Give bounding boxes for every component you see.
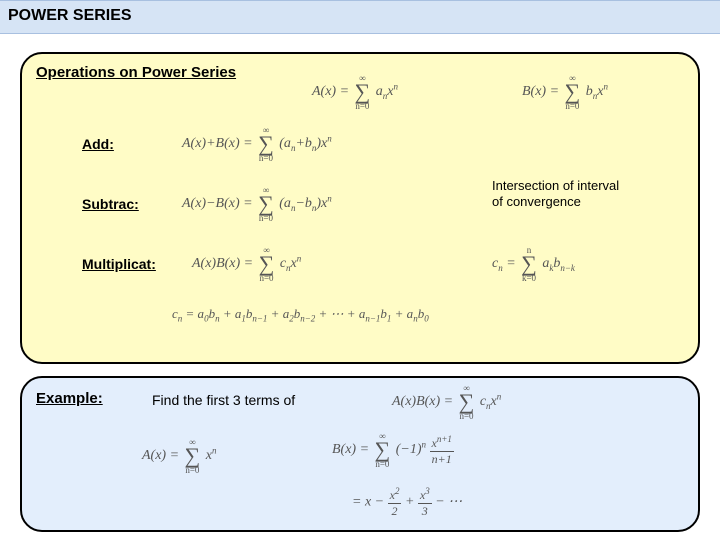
convergence-note-1: Intersection of interval <box>492 178 619 193</box>
cn-expansion: cn = a0bn + a1bn−1 + a2bn−2 + ⋯ + an−1b1… <box>172 306 429 324</box>
multiply-label: Multiplicat: <box>82 256 156 272</box>
page-title: POWER SERIES <box>8 7 132 24</box>
subtract-formula: A(x)−B(x) = ∞∑n=0 (an−bn)xn <box>182 186 332 222</box>
example-B-def: B(x) = ∞∑n=0 (−1)n xn+1n+1 <box>332 432 454 468</box>
operations-panel: Operations on Power Series A(x) = ∞∑n=0 … <box>20 52 700 364</box>
cn-formula: cn = n∑k=0 akbn−k <box>492 246 575 282</box>
header-bar: POWER SERIES <box>0 0 720 34</box>
multiply-formula: A(x)B(x) = ∞∑n=0 cnxn <box>192 246 301 282</box>
example-B-expansion: = x − x22 + x33 − ⋯ <box>352 486 462 519</box>
formula-A: A(x) = ∞∑n=0 anxn <box>312 74 398 110</box>
add-formula: A(x)+B(x) = ∞∑n=0 (an+bn)xn <box>182 126 332 162</box>
formula-B: B(x) = ∞∑n=0 bnxn <box>522 74 608 110</box>
add-label: Add: <box>82 136 114 152</box>
subtract-label: Subtrac: <box>82 196 139 212</box>
example-panel: Example: Find the first 3 terms of A(x)B… <box>20 376 700 532</box>
operations-title: Operations on Power Series <box>36 64 236 81</box>
example-prompt: Find the first 3 terms of <box>152 392 295 408</box>
convergence-note-2: of convergence <box>492 194 581 209</box>
example-label: Example: <box>36 390 103 407</box>
example-target: A(x)B(x) = ∞∑n=0 cnxn <box>392 384 501 420</box>
example-A-def: A(x) = ∞∑n=0 xn <box>142 438 216 474</box>
